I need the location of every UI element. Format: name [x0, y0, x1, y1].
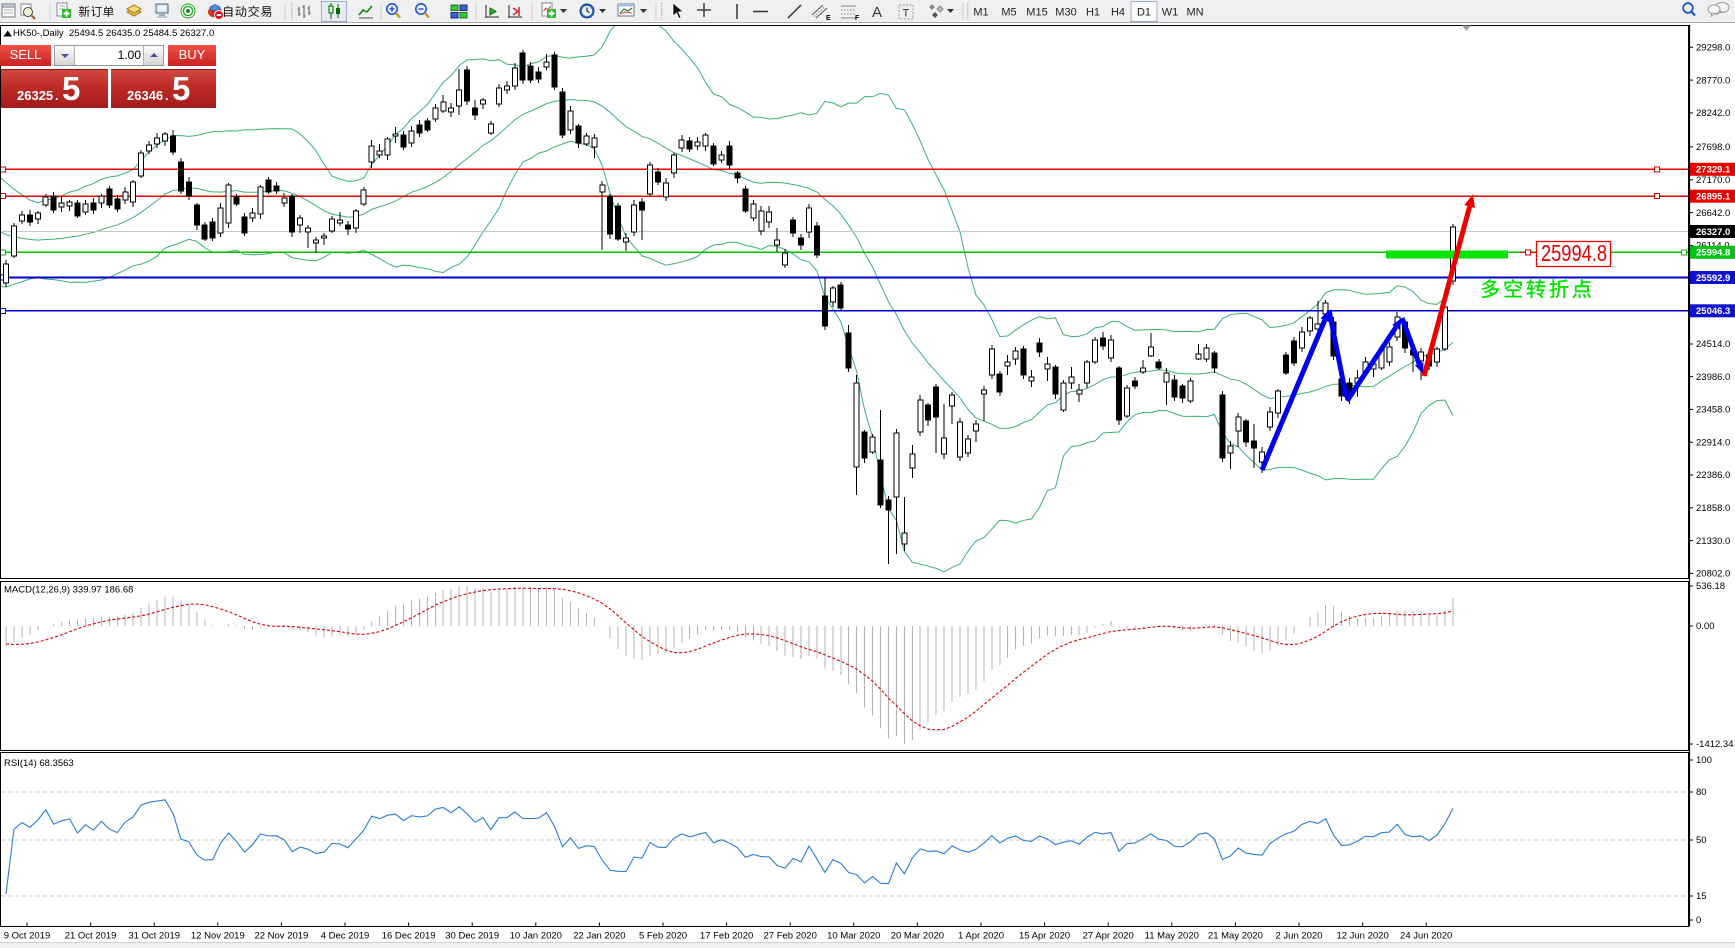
svg-text:25592.9: 25592.9 — [1696, 273, 1730, 284]
svg-text:D1: D1 — [1137, 7, 1151, 19]
svg-text:M1: M1 — [973, 7, 988, 19]
svg-text:27170.0: 27170.0 — [1696, 175, 1730, 186]
svg-text:21330.0: 21330.0 — [1696, 536, 1730, 547]
svg-text:0: 0 — [1696, 915, 1701, 926]
svg-text:12 Jun 2020: 12 Jun 2020 — [1336, 931, 1388, 942]
svg-text:21 Oct 2019: 21 Oct 2019 — [65, 931, 117, 942]
svg-text:10 Jan 2020: 10 Jan 2020 — [510, 931, 562, 942]
svg-text:21 May 2020: 21 May 2020 — [1208, 931, 1263, 942]
svg-text:26895.1: 26895.1 — [1696, 192, 1731, 203]
svg-text:28770.0: 28770.0 — [1696, 75, 1730, 86]
svg-text:16 Dec 2019: 16 Dec 2019 — [382, 931, 436, 942]
svg-text:22914.0: 22914.0 — [1696, 437, 1730, 448]
svg-text:F: F — [855, 15, 860, 22]
svg-text:22 Jan 2020: 22 Jan 2020 — [573, 931, 625, 942]
svg-text:27698.0: 27698.0 — [1696, 142, 1730, 153]
svg-text:25994.8: 25994.8 — [1696, 248, 1730, 259]
svg-text:100: 100 — [1696, 755, 1712, 766]
svg-text:MN: MN — [1186, 7, 1203, 19]
svg-text:27329.1: 27329.1 — [1696, 165, 1731, 176]
svg-text:23458.0: 23458.0 — [1696, 405, 1730, 416]
svg-text:27 Apr 2020: 27 Apr 2020 — [1083, 931, 1134, 942]
svg-text:26327.0: 26327.0 — [1696, 227, 1730, 238]
svg-text:50: 50 — [1696, 835, 1707, 846]
svg-text:15 Apr 2020: 15 Apr 2020 — [1019, 931, 1070, 942]
svg-text:M15: M15 — [1026, 7, 1047, 19]
svg-text:24514.0: 24514.0 — [1696, 339, 1730, 350]
svg-text:17 Feb 2020: 17 Feb 2020 — [700, 931, 753, 942]
svg-text:21858.0: 21858.0 — [1696, 503, 1730, 514]
svg-text:H1: H1 — [1086, 7, 1100, 19]
svg-text:0.00: 0.00 — [1696, 621, 1715, 632]
svg-text:MACD(12,26,9) 339.97 186.68: MACD(12,26,9) 339.97 186.68 — [4, 585, 133, 596]
svg-text:T: T — [903, 8, 910, 20]
svg-text:22386.0: 22386.0 — [1696, 470, 1730, 481]
svg-text:M30: M30 — [1055, 7, 1076, 19]
svg-text:9 Oct 2019: 9 Oct 2019 — [4, 931, 50, 942]
svg-text:20 Mar 2020: 20 Mar 2020 — [891, 931, 944, 942]
svg-text:25046.3: 25046.3 — [1696, 306, 1730, 317]
svg-text:-1412.34: -1412.34 — [1696, 739, 1734, 750]
svg-text:A: A — [872, 4, 882, 21]
svg-text:24 Jun 2020: 24 Jun 2020 — [1400, 931, 1452, 942]
svg-text:12 Nov 2019: 12 Nov 2019 — [191, 931, 245, 942]
svg-text:2 Jun 2020: 2 Jun 2020 — [1275, 931, 1322, 942]
svg-text:536.18: 536.18 — [1696, 581, 1725, 592]
svg-text:27 Feb 2020: 27 Feb 2020 — [764, 931, 817, 942]
svg-text:31 Oct 2019: 31 Oct 2019 — [128, 931, 180, 942]
svg-text:RSI(14) 68.3563: RSI(14) 68.3563 — [4, 758, 74, 769]
svg-text:15: 15 — [1696, 891, 1707, 902]
svg-text:28242.0: 28242.0 — [1696, 108, 1730, 119]
svg-text:22 Nov 2019: 22 Nov 2019 — [254, 931, 308, 942]
svg-text:5 Feb 2020: 5 Feb 2020 — [639, 931, 687, 942]
svg-text:29298.0: 29298.0 — [1696, 43, 1730, 54]
svg-text:M5: M5 — [1001, 7, 1016, 19]
svg-text:W1: W1 — [1162, 7, 1179, 19]
svg-text:30 Dec 2019: 30 Dec 2019 — [445, 931, 499, 942]
svg-text:23986.0: 23986.0 — [1696, 372, 1730, 383]
svg-text:4 Dec 2019: 4 Dec 2019 — [321, 931, 370, 942]
svg-text:11 May 2020: 11 May 2020 — [1145, 931, 1199, 942]
svg-text:E: E — [826, 15, 831, 22]
svg-text:26642.0: 26642.0 — [1696, 208, 1730, 219]
svg-text:H4: H4 — [1111, 7, 1125, 19]
svg-text:20802.0: 20802.0 — [1696, 569, 1730, 580]
svg-text:80: 80 — [1696, 787, 1707, 798]
svg-text:1 Apr 2020: 1 Apr 2020 — [958, 931, 1004, 942]
svg-text:10 Mar 2020: 10 Mar 2020 — [827, 931, 880, 942]
svg-text:25994.8: 25994.8 — [1541, 240, 1607, 266]
